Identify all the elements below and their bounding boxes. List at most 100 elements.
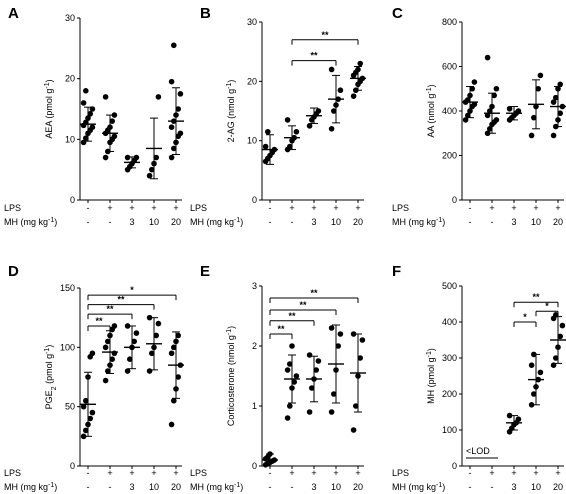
data-point — [465, 97, 471, 103]
data-point — [177, 91, 184, 97]
data-point — [102, 94, 109, 100]
y-axis-label-text: AEA (pmol g — [44, 89, 54, 139]
data-point — [557, 333, 563, 340]
mh-value: - — [109, 482, 112, 492]
sig-label: ** — [310, 51, 318, 61]
mh-value: 10 — [331, 482, 341, 492]
data-point — [535, 85, 541, 92]
data-point — [306, 352, 313, 358]
data-point — [491, 92, 498, 99]
mh-value: - — [87, 482, 90, 492]
data-point — [315, 108, 322, 114]
lps-value: + — [129, 468, 134, 478]
data-point — [124, 368, 131, 374]
lps-value: + — [555, 468, 560, 478]
mh-value: 10 — [331, 217, 341, 227]
data-point — [465, 112, 471, 119]
mh-row-label-sup: -1 — [234, 217, 240, 224]
sig-label: ** — [277, 324, 285, 334]
data-point — [506, 105, 513, 112]
mh-value: 10 — [149, 482, 159, 492]
data-point — [89, 350, 96, 357]
lps-row-label: LPS — [4, 468, 21, 478]
lps-value: - — [469, 468, 472, 478]
data-point — [357, 60, 364, 67]
y-axis-label-text: AA (nmol g — [426, 94, 436, 138]
y-axis-label-close: ) — [426, 84, 436, 87]
data-point — [83, 88, 89, 94]
mh-value: 10 — [531, 217, 541, 227]
data-point — [105, 368, 111, 374]
mh-row-label-close: ) — [54, 482, 57, 492]
data-point — [537, 369, 544, 376]
mh-value: 20 — [553, 217, 563, 227]
data-point — [484, 112, 491, 119]
data-point — [89, 409, 96, 416]
y-axis-label-text: 2-AG (nmol g — [226, 89, 236, 143]
data-point — [168, 421, 175, 428]
y-tick-label: 2 — [252, 341, 257, 351]
data-point — [168, 350, 175, 357]
data-point — [102, 377, 109, 384]
lps-value: + — [289, 203, 294, 213]
data-point — [350, 427, 357, 433]
mh-value: 3 — [311, 482, 316, 492]
data-point — [287, 403, 293, 409]
data-point — [146, 368, 153, 374]
y-axis-label-text: MH (pmol g — [426, 357, 436, 404]
mh-row-label-close: ) — [442, 482, 445, 492]
data-point — [175, 332, 181, 339]
sig-label: * — [545, 301, 549, 311]
sig-label: * — [523, 312, 527, 322]
mh-value: 20 — [353, 482, 363, 492]
y-axis-label-text: PGE — [44, 390, 54, 409]
mh-value: - — [291, 217, 294, 227]
sig-label: ** — [288, 311, 296, 321]
y-tick-label: 0 — [252, 461, 257, 471]
data-point — [83, 427, 89, 434]
mh-row-label: MH (mg kg-1) — [190, 217, 243, 228]
lps-value: + — [333, 203, 338, 213]
data-point — [109, 118, 115, 124]
mh-row-label-text: MH (mg kg — [392, 217, 436, 227]
data-point — [287, 361, 293, 367]
mh-value: - — [491, 482, 494, 492]
y-tick-label: 150 — [60, 283, 75, 293]
data-point — [493, 117, 500, 123]
lps-value: - — [269, 468, 272, 478]
data-point — [291, 379, 298, 385]
lps-value: + — [151, 468, 156, 478]
y-tick-label: 0 — [70, 461, 75, 471]
lps-row-label: LPS — [190, 203, 207, 213]
mh-value: - — [269, 482, 272, 492]
data-point — [337, 331, 344, 337]
y-tick-label: 0 — [452, 461, 457, 471]
mh-value: - — [269, 217, 272, 227]
y-axis-label-sup: -1 — [226, 329, 233, 335]
mh-row-label-sup: -1 — [436, 482, 442, 489]
data-point — [531, 114, 537, 121]
data-point — [528, 132, 535, 139]
lps-value: - — [87, 203, 90, 213]
lps-value: + — [129, 203, 134, 213]
data-point — [131, 338, 137, 345]
data-point — [528, 402, 535, 408]
data-point — [153, 332, 159, 339]
y-axis-label-rest: (pmol g — [44, 354, 54, 387]
mh-row-label: MH (mg kg-1) — [190, 482, 243, 493]
mh-row-label: MH (mg kg-1) — [4, 217, 57, 228]
data-point — [293, 128, 300, 135]
data-point — [105, 338, 111, 345]
y-tick-label: 30 — [247, 17, 257, 27]
data-point — [149, 350, 155, 357]
data-point — [89, 124, 96, 130]
data-point — [265, 128, 271, 135]
y-tick-label: 1 — [252, 401, 257, 411]
data-point — [168, 124, 175, 130]
lps-value: + — [173, 468, 178, 478]
data-point — [462, 117, 469, 123]
data-point — [353, 403, 359, 409]
